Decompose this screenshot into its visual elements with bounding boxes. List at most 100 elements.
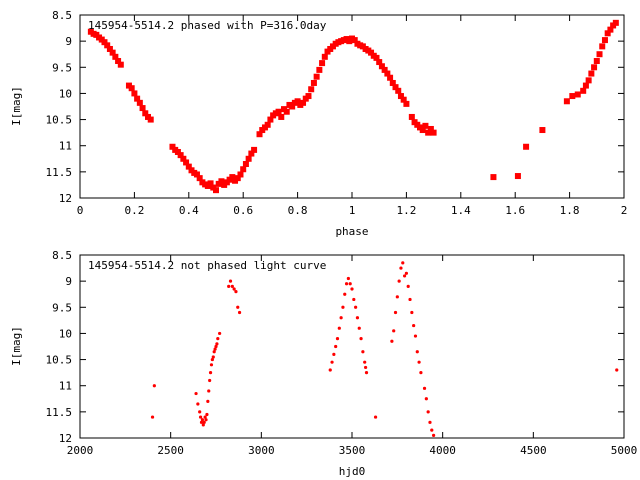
top-data-point [321,53,328,60]
unphased-light-curve-panel: 2000 2500 3000 3500 4000 4500 5000 8.5 9 9.5 10 10… [10,249,637,478]
bottom-data-point [198,415,203,419]
top-data-point [180,155,187,162]
top-data-point [588,70,595,77]
top-data-point [240,166,247,173]
bottom-data-point [200,418,204,422]
bottom-y-tick-label: 12 [59,432,72,445]
bottom-data-point [330,360,334,364]
top-x-tick-label: 0.2 [124,204,144,217]
top-x-tick-label: 1 [349,204,356,217]
top-y-tick-label: 8.5 [52,9,72,22]
top-data-point [376,59,383,66]
top-y-tick-label: 9 [65,35,72,48]
bottom-data-point [328,368,332,372]
top-data-point [403,100,410,107]
top-data-point [106,45,113,52]
bottom-data-point [198,410,202,414]
top-data-point [275,108,282,115]
bottom-data-point [359,337,363,341]
top-data-point [177,152,184,159]
top-data-point [569,93,576,100]
top-y-tick-label: 12 [59,192,72,205]
bottom-data-point [335,337,340,341]
top-data-point [313,73,320,80]
bottom-data-point [373,415,378,419]
bottom-data-point [234,290,238,294]
top-data-point [193,171,200,178]
top-x-axis-title: phase [335,225,368,238]
top-data-point [601,37,608,44]
top-data-point [422,122,429,129]
bottom-data-point [354,305,358,309]
bottom-data-point [216,337,220,341]
top-y-tick-label: 11 [59,140,72,153]
bottom-data-point [237,310,242,315]
bottom-data-point [214,344,218,349]
top-data-point [539,127,546,134]
top-data-point [582,82,589,89]
top-data-point [580,87,587,94]
top-y-tick-label: 10 [59,87,72,100]
top-plot-title: 145954-5514.2 phased with P=316.0day [88,19,327,32]
top-data-point [604,30,611,37]
top-data-point [248,150,255,157]
bottom-x-tick-label: 3000 [248,444,275,457]
top-data-point [300,99,307,106]
top-data-point [591,64,598,71]
top-data-point [387,74,394,81]
top-data-point [574,91,581,98]
top-data-point [242,161,249,168]
bottom-data-point [364,365,368,370]
top-data-point [136,99,143,106]
top-data-point [283,108,290,115]
bottom-data-point [348,282,352,286]
bottom-x-axis-title: hjd0 [339,465,366,478]
bottom-data-point [203,415,207,419]
top-data-point [596,51,603,58]
top-data-point [319,60,326,67]
top-data-point [389,79,396,86]
bottom-data-point [339,316,343,320]
top-data-point [310,79,317,86]
bottom-data-point [419,371,423,375]
top-x-tick-label: 0.4 [179,204,199,217]
top-y-ticks: 8.5 9 9.5 10 10.5 11 11.5 12 [46,9,624,205]
top-x-tick-label: 1.4 [451,204,471,217]
bottom-y-tick-label: 11 [59,380,72,393]
top-data-point [278,113,285,120]
bottom-data-point [361,350,365,354]
top-data-point [142,110,149,117]
bottom-x-tick-label: 2500 [157,444,184,457]
bottom-data-point [204,418,208,422]
bottom-data-point [432,433,436,437]
top-data-point [169,143,176,150]
top-data-point [392,84,399,91]
top-data-point [397,93,404,100]
bottom-data-point [218,331,222,336]
bottom-y-tick-label: 9.5 [52,301,72,314]
bottom-data-point [352,297,356,302]
bottom-data-point [410,310,414,315]
bottom-data-point [341,305,345,309]
phased-light-curve-panel: 0 0.2 0.4 0.6 0.8 1 1.2 1.4 1.6 1.8 2 8.5 9 9.5 10 10.… [10,9,627,238]
bottom-data-point [346,276,350,281]
top-data-point [245,155,252,162]
top-data-point [267,116,274,123]
bottom-data-point [332,352,336,356]
bottom-data-point [424,397,428,401]
top-x-tick-label: 0 [77,204,84,217]
bottom-data-point [392,329,396,333]
bottom-data-point [615,368,619,372]
top-x-tick-label: 2 [621,204,628,217]
bottom-data-point [417,360,421,364]
bottom-data-point [412,323,416,328]
bottom-data-point [150,415,155,419]
top-data-point [419,127,426,134]
bottom-data-point [344,282,349,286]
bottom-data-point [399,266,403,270]
top-data-point [207,180,214,187]
bottom-data-point [230,284,234,288]
top-data-point [427,125,434,132]
bottom-data-points [150,261,619,437]
